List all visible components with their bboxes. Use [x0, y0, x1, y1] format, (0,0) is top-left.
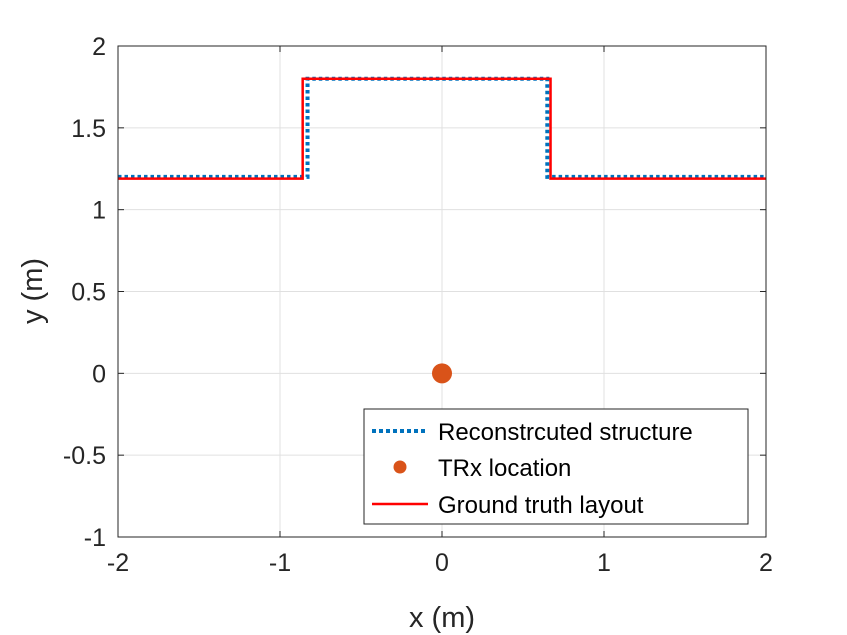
grid	[118, 46, 766, 537]
x-tick-labels: -2 -1 0 1 2	[107, 549, 773, 577]
legend-label-reconstructed: Reconstrcuted structure	[438, 419, 693, 446]
legend-swatches	[372, 429, 428, 506]
legend-swatch-trx	[393, 460, 407, 474]
x-axis-label: x (m)	[409, 602, 475, 634]
x-tick-label: 2	[759, 549, 773, 577]
x-tick-label: 0	[435, 549, 449, 577]
y-tick-label: 1.5	[71, 115, 106, 143]
y-tick-label: -1	[84, 524, 106, 552]
series-ground-truth-layout-line	[118, 77, 766, 180]
y-tick-label: 0	[92, 360, 106, 388]
y-axis-label: y (m)	[17, 258, 49, 324]
legend-label-trx: TRx location	[438, 455, 571, 482]
trx-location-point	[432, 363, 452, 384]
y-tick-label: 1	[92, 197, 106, 225]
x-tick-label: -1	[269, 549, 291, 577]
x-tick-label: -2	[107, 549, 129, 577]
y-tick-label: 0.5	[71, 279, 106, 307]
series-layer	[118, 76, 766, 384]
series-reconstructed-structure-line	[118, 76, 766, 179]
legend-label-ground-truth: Ground truth layout	[438, 492, 644, 519]
y-tick-labels: -1 -0.5 0 0.5 1 1.5 2	[63, 33, 106, 552]
y-tick-label: 2	[92, 33, 106, 61]
x-tick-label: 1	[597, 549, 611, 577]
ticks	[117, 45, 767, 538]
y-tick-label: -0.5	[63, 442, 106, 470]
legend: Reconstrcuted structure TRx location Gro…	[363, 408, 749, 525]
